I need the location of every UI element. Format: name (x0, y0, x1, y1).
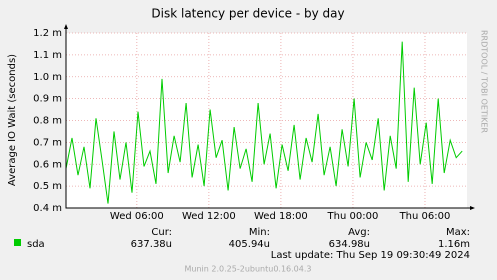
chart-title: Disk latency per device - by day (151, 7, 344, 21)
y-tick-label: 0.8 m (33, 116, 62, 127)
y-tick-label: 0.4 m (33, 203, 62, 214)
side-text: RRDTOOL / TOBI OETIKER (480, 30, 489, 133)
x-tick-label: Wed 12:00 (182, 211, 236, 222)
y-tick-label: 1.1 m (33, 50, 62, 61)
footer: Munin 2.0.25-2ubuntu0.16.04.3 (185, 265, 312, 274)
x-tick-label: Wed 06:00 (110, 211, 164, 222)
y-tick-label: 0.6 m (33, 159, 62, 170)
x-tick-label: Wed 18:00 (254, 211, 308, 222)
stat-value: 1.16m (438, 239, 470, 250)
x-tick-label: Thu 06:00 (399, 211, 451, 222)
y-tick-label: 0.7 m (33, 137, 62, 148)
last-update: Last update: Thu Sep 19 09:30:49 2024 (271, 250, 470, 261)
y-tick-label: 0.5 m (33, 181, 62, 192)
stat-header: Avg: (348, 227, 370, 238)
x-tick-label: Thu 00:00 (327, 211, 379, 222)
stat-value: 405.94u (229, 239, 270, 250)
y-tick-label: 1.0 m (33, 72, 62, 83)
stat-value: 637.38u (131, 239, 172, 250)
stat-value: 634.98u (329, 239, 370, 250)
legend-label: sda (27, 239, 45, 250)
stat-header: Min: (249, 227, 270, 238)
legend-swatch (14, 239, 21, 246)
y-tick-label: 1.2 m (33, 28, 62, 39)
stat-header: Cur: (151, 227, 172, 238)
series-line (65, 41, 463, 204)
y-axis-label: Average IO Wait (seconds) (7, 54, 18, 186)
axes (65, 27, 472, 209)
stat-header: Max: (446, 227, 470, 238)
y-tick-label: 0.9 m (33, 94, 62, 105)
